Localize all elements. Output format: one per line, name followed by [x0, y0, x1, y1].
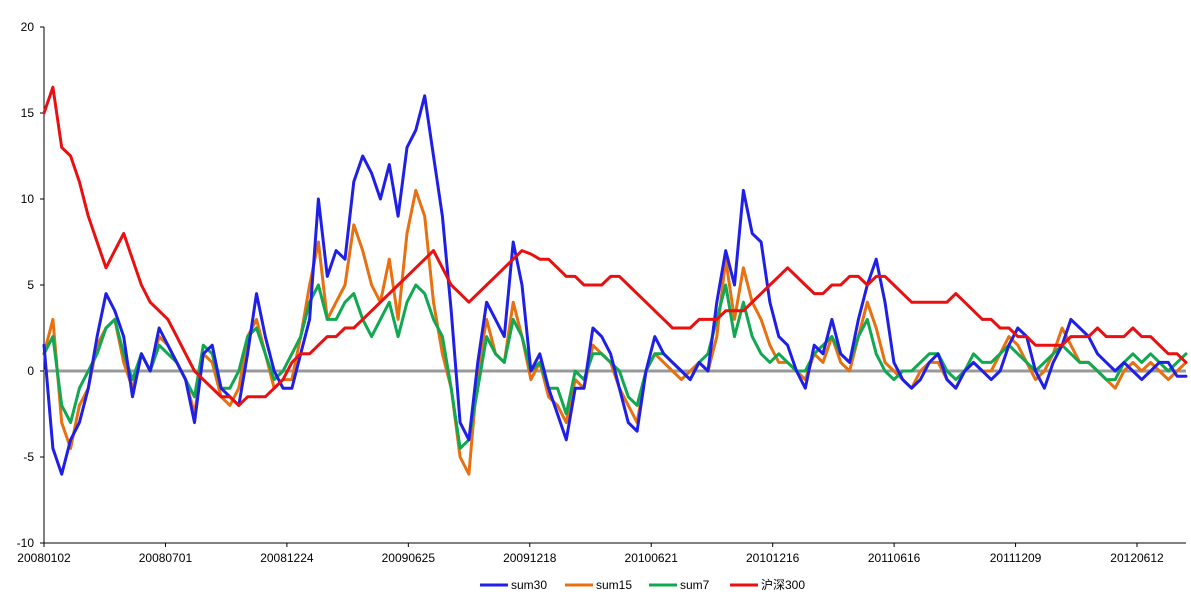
- series-layer: [42, 85, 1188, 476]
- x-tick-label: 20080701: [139, 551, 193, 565]
- legend-label: sum15: [596, 578, 632, 592]
- x-tick-label: 20120612: [1110, 551, 1164, 565]
- x-axis: 20080102 20080701 20081224 20090625 20091218…: [17, 542, 1186, 565]
- series-line-4: [42, 85, 1188, 407]
- legend-label: sum30: [511, 578, 547, 592]
- y-tick-label: -10: [17, 536, 35, 550]
- x-tick-label: 20081224: [260, 551, 314, 565]
- y-tick-label: 20: [21, 20, 35, 34]
- x-tick-label: 20100621: [625, 551, 679, 565]
- y-tick-label: 15: [21, 106, 35, 120]
- y-tick-label: 0: [27, 364, 34, 378]
- y-tick-label: 5: [27, 278, 34, 292]
- y-tick-label: 10: [21, 192, 35, 206]
- x-tick-label: 20110616: [868, 551, 921, 565]
- x-tick-label: 20101216: [746, 551, 800, 565]
- x-tick-label: 20090625: [382, 551, 436, 565]
- legend-label: 沪深300: [761, 578, 805, 592]
- legend: sum30 sum15 sum7 沪深300: [480, 578, 805, 592]
- y-tick-label: -5: [23, 450, 34, 464]
- x-tick-label: 20091218: [503, 551, 557, 565]
- legend-label: sum7: [680, 578, 710, 592]
- y-axis: -10 -5 0 5 10 15 20: [17, 20, 45, 550]
- x-tick-label: 20111209: [990, 551, 1042, 565]
- x-tick-label: 20080102: [17, 551, 71, 565]
- series-line-1: [42, 94, 1188, 476]
